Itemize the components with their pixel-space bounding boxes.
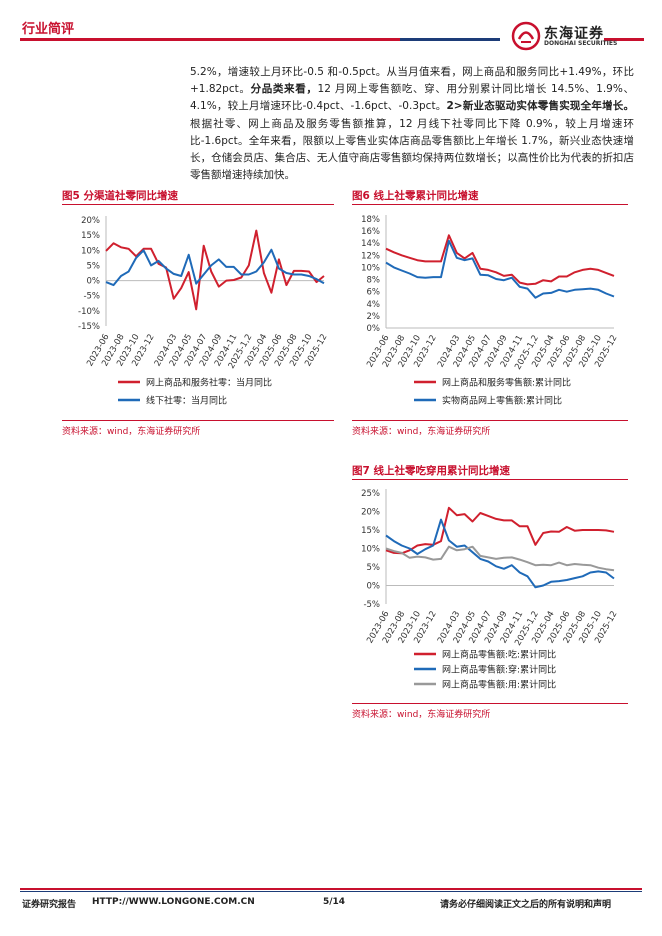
y-tick-label: 10% bbox=[361, 263, 380, 273]
y-tick-label: -10% bbox=[78, 307, 100, 317]
legend-label-1: 网上商品零售额:吃:累计同比 bbox=[442, 649, 556, 661]
figure-6-chart: 0%2%4%6%8%10%12%14%16%18%2023-062023-082… bbox=[361, 215, 620, 407]
y-tick-label: 0% bbox=[367, 582, 381, 592]
legend-label-2: 实物商品网上零售额:累计同比 bbox=[442, 395, 562, 407]
header-rule bbox=[20, 38, 500, 41]
y-tick-label: 12% bbox=[361, 251, 380, 261]
y-tick-label: 20% bbox=[361, 508, 380, 518]
section-title: 行业简评 bbox=[22, 22, 75, 37]
y-tick-label: 16% bbox=[361, 227, 380, 237]
logo-name-cn: 东海证券 bbox=[544, 26, 604, 42]
figure-5-chart: -15%-10%-5%0%5%10%15%20%2023-062023-0820… bbox=[78, 216, 330, 407]
y-tick-label: 14% bbox=[361, 239, 380, 249]
body-bold-2: 2>新业态驱动实体零售实现全年增长。 bbox=[446, 100, 635, 113]
figure-7-title: 图7 线上社零吃穿用累计同比增速 bbox=[352, 465, 510, 477]
body-text-3: 根据社零、网上商品及服务零售额推算，12 月线下社零同比下降 0.9%，较上月增… bbox=[190, 117, 634, 182]
legend-label-2: 线下社零：当月同比 bbox=[146, 395, 227, 407]
legend-label-1: 网上商品和服务零售额:累计同比 bbox=[442, 377, 571, 389]
legend-label-1: 网上商品和服务社零：当月同比 bbox=[146, 377, 272, 389]
logo-emblem-icon bbox=[511, 21, 541, 51]
figure-7-rule bbox=[352, 479, 628, 480]
company-logo: 东海证券 DONGHAI SECURITIES bbox=[508, 20, 648, 52]
figure-6-bottom-rule bbox=[352, 420, 628, 421]
y-tick-label: -15% bbox=[78, 322, 100, 332]
legend-label-2: 网上商品零售额:穿:累计同比 bbox=[442, 664, 556, 676]
series-line-1 bbox=[105, 229, 325, 311]
y-tick-label: 20% bbox=[81, 216, 100, 226]
figure-5-title: 图5 分渠道社零同比增速 bbox=[62, 190, 178, 202]
body-bold-1: 分品类来看， bbox=[250, 83, 318, 96]
y-tick-label: 15% bbox=[81, 231, 100, 241]
y-tick-label: 0% bbox=[367, 324, 381, 334]
y-tick-label: 0% bbox=[87, 277, 101, 287]
y-tick-label: 5% bbox=[367, 563, 381, 573]
series-line-1 bbox=[385, 506, 615, 555]
figure-7-bottom-rule bbox=[352, 703, 628, 704]
footer-page-number: 5/14 bbox=[323, 897, 346, 907]
body-text-2: 12 月网上零售额吃、穿、用分别累计同比增长 14.5%、1.9%、4.1%，较… bbox=[190, 83, 635, 113]
footer-rule bbox=[20, 888, 642, 890]
y-tick-label: 6% bbox=[367, 288, 381, 298]
y-tick-label: -5% bbox=[363, 600, 380, 610]
body-text-1: 5.2%，增速较上月环比-0.5 和-0.5pct。从当月值来看，网上商品和服务… bbox=[190, 66, 634, 96]
header-rule-accent bbox=[400, 38, 500, 41]
series-line-2 bbox=[385, 239, 615, 299]
footer-report-type: 证券研究报告 bbox=[22, 900, 77, 910]
footer-disclaimer: 请务必仔细阅读正文之后的所有说明和声明 bbox=[440, 900, 612, 910]
figure-6-title: 图6 线上社零累计同比增速 bbox=[352, 190, 479, 202]
legend-label-3: 网上商品零售额:用:累计同比 bbox=[442, 679, 556, 691]
figure-5-bottom-rule bbox=[62, 420, 334, 421]
figure-6-rule bbox=[352, 204, 628, 205]
body-paragraph: 5.2%，增速较上月环比-0.5 和-0.5pct。从当月值来看，网上商品和服务… bbox=[190, 64, 634, 184]
series-line-1 bbox=[385, 234, 615, 286]
y-tick-label: 10% bbox=[81, 246, 100, 256]
y-tick-label: 8% bbox=[367, 276, 381, 286]
y-tick-label: 25% bbox=[361, 489, 380, 499]
y-tick-label: 18% bbox=[361, 215, 380, 225]
y-tick-label: 4% bbox=[367, 300, 381, 310]
series-line-3 bbox=[385, 545, 615, 572]
y-tick-label: 15% bbox=[361, 526, 380, 536]
series-line-2 bbox=[385, 518, 615, 589]
y-tick-label: -5% bbox=[83, 292, 100, 302]
y-tick-label: 10% bbox=[361, 545, 380, 555]
footer-rule-accent bbox=[20, 891, 642, 892]
figure-6-source: 资料来源：wind，东海证券研究所 bbox=[352, 427, 491, 437]
footer-website-link[interactable]: HTTP://WWW.LONGONE.COM.CN bbox=[92, 897, 255, 907]
figure-7-chart: -5%0%5%10%15%20%25%2023-062023-082023-10… bbox=[361, 489, 620, 691]
series-line-2 bbox=[105, 248, 325, 287]
figure-5-rule bbox=[62, 204, 334, 205]
header-rule-end bbox=[604, 38, 644, 41]
logo-name-en: DONGHAI SECURITIES bbox=[544, 40, 618, 47]
y-tick-label: 5% bbox=[87, 261, 101, 271]
figure-7-source: 资料来源：wind，东海证券研究所 bbox=[352, 710, 491, 720]
figure-5-source: 资料来源：wind，东海证券研究所 bbox=[62, 427, 201, 437]
y-tick-label: 2% bbox=[367, 312, 381, 322]
